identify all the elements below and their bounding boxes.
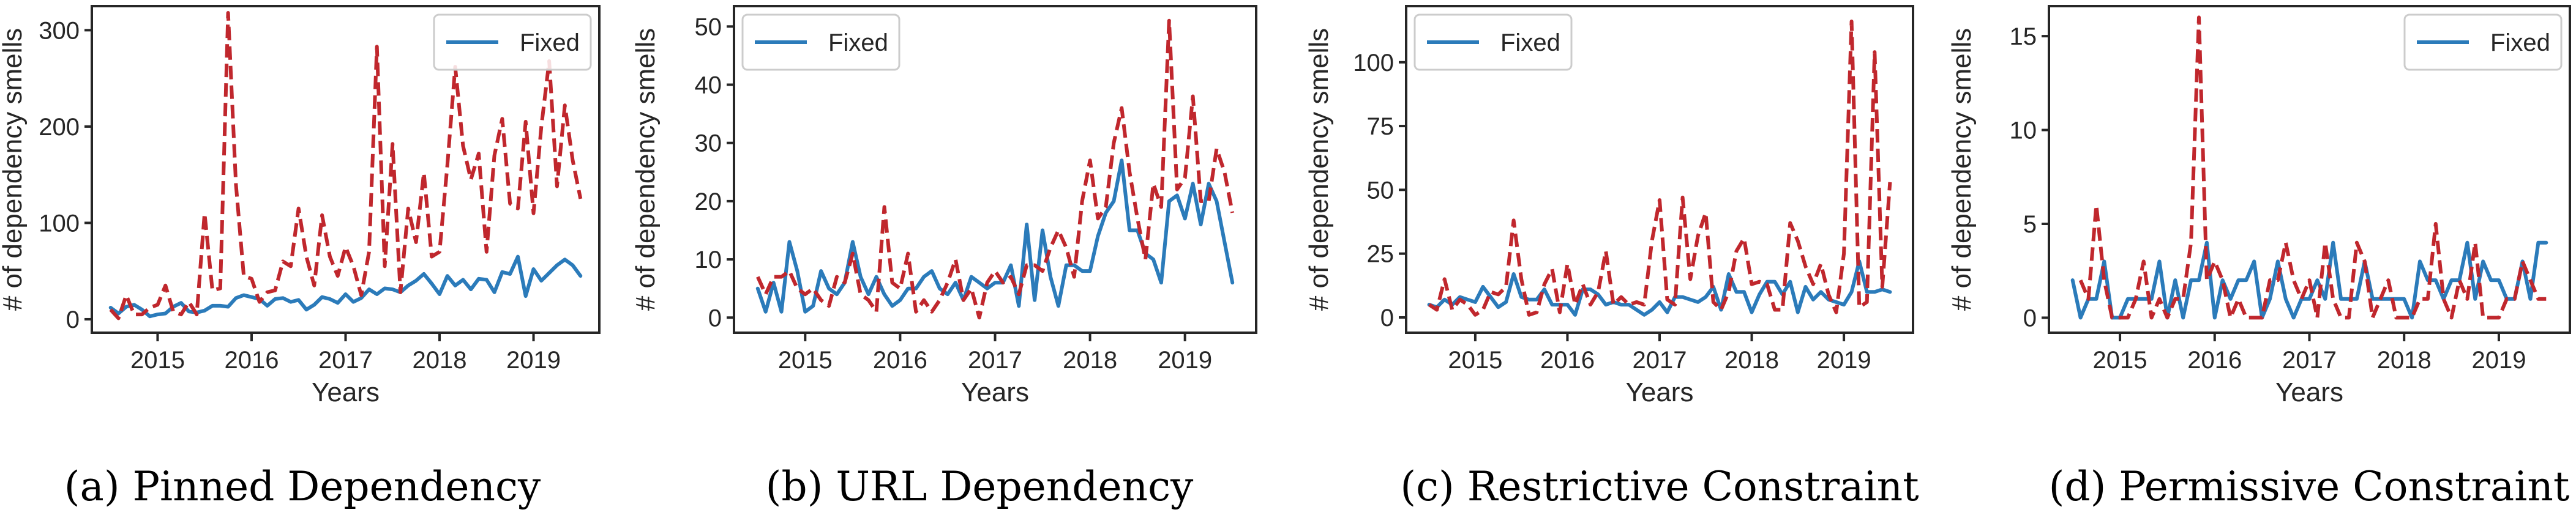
x-tick-label: 2017 — [968, 347, 1022, 374]
x-tick-label: 2016 — [873, 347, 927, 374]
x-tick-label: 2019 — [2471, 347, 2526, 374]
legend-label: Fixed — [828, 29, 888, 56]
series-line-fixed — [2070, 240, 2548, 320]
y-tick-label: 50 — [1367, 177, 1395, 204]
y-axis-label: # of dependency smells — [1304, 28, 1334, 311]
series-line-fixed — [1427, 259, 1892, 317]
x-axis-label: Years — [2275, 377, 2343, 407]
y-tick-label: 40 — [695, 72, 722, 99]
x-tick-label: 2018 — [2377, 347, 2432, 374]
x-tick-label: 2017 — [318, 347, 373, 374]
y-tick-label: 100 — [39, 210, 80, 237]
y-tick-label: 0 — [66, 306, 80, 333]
x-axis-label: Years — [1626, 377, 1694, 407]
x-tick-label: 2017 — [1633, 347, 1687, 374]
x-tick-label: 2018 — [1724, 347, 1779, 374]
x-tick-label: 2017 — [2282, 347, 2337, 374]
x-axis-label: Years — [312, 377, 380, 407]
y-tick-label: 30 — [695, 130, 722, 157]
subfigure-caption: (d) Permissive Constraint — [2049, 463, 2570, 510]
legend: Fixed — [433, 13, 592, 71]
y-tick-label: 50 — [695, 13, 722, 40]
x-tick-label: 2015 — [778, 347, 833, 374]
y-tick-label: 10 — [695, 246, 722, 273]
y-tick-label: 75 — [1367, 113, 1395, 140]
series-line-introduced — [756, 18, 1235, 320]
legend-label: Fixed — [2490, 29, 2550, 56]
legend: Fixed — [741, 13, 900, 71]
panel-b: 0 10 20 30 40 50 2015 2016 2017 2018 2019 Years # of… — [631, 5, 1257, 510]
series-line-introduced — [2078, 15, 2547, 320]
panel-d: 0 5 10 15 2015 2016 2017 2018 2019 Years # of depe… — [1947, 5, 2571, 510]
series-line-introduced — [109, 11, 583, 320]
panel-c: 0 25 50 75 100 2015 2016 2017 2018 2019 Years # of … — [1304, 5, 1919, 510]
y-axis-label: # of dependency smells — [1947, 28, 1977, 311]
x-tick-label: 2019 — [1817, 347, 1871, 374]
y-tick-label: 20 — [695, 188, 722, 215]
legend-box — [1413, 13, 1573, 71]
x-tick-label: 2019 — [1158, 347, 1212, 374]
x-tick-label: 2016 — [224, 347, 279, 374]
subfigure-caption: (b) URL Dependency — [766, 463, 1194, 510]
y-tick-label: 5 — [2023, 211, 2037, 238]
subfigure-caption: (c) Restrictive Constraint — [1400, 463, 1919, 510]
subfigure-caption: (a) Pinned Dependency — [64, 463, 541, 510]
series-line-fixed — [108, 254, 583, 319]
x-tick-label: 2015 — [1448, 347, 1502, 374]
x-tick-label: 2019 — [506, 347, 561, 374]
legend-label: Fixed — [1500, 29, 1560, 56]
y-tick-label: 10 — [2010, 117, 2037, 144]
series-line-fixed — [755, 158, 1235, 314]
x-tick-label: 2018 — [1063, 347, 1117, 374]
x-axis-label: Years — [961, 377, 1029, 407]
panel-a: 0 100 200 300 2015 2016 2017 2018 2019 Years # of … — [0, 5, 601, 510]
y-axis-label: # of dependency smells — [0, 28, 28, 311]
y-axis-label: # of dependency smells — [631, 28, 661, 311]
y-tick-label: 0 — [1380, 305, 1394, 332]
legend-box — [741, 13, 900, 71]
legend-box — [433, 13, 592, 71]
x-tick-label: 2016 — [2187, 347, 2242, 374]
legend-box — [2403, 13, 2563, 71]
x-tick-label: 2018 — [413, 347, 467, 374]
x-tick-label: 2016 — [1540, 347, 1595, 374]
y-tick-label: 0 — [708, 305, 722, 332]
legend-label: Fixed — [520, 29, 580, 56]
y-tick-label: 25 — [1367, 241, 1395, 268]
y-tick-label: 0 — [2023, 305, 2037, 332]
x-tick-label: 2015 — [2093, 347, 2147, 374]
y-tick-label: 15 — [2010, 23, 2037, 50]
y-tick-label: 100 — [1353, 50, 1394, 76]
y-tick-label: 200 — [39, 114, 80, 141]
series-line-introduced — [1428, 20, 1892, 317]
x-tick-label: 2015 — [130, 347, 185, 374]
y-tick-label: 300 — [39, 17, 80, 44]
legend: Fixed — [2403, 13, 2563, 71]
legend: Fixed — [1413, 13, 1573, 71]
